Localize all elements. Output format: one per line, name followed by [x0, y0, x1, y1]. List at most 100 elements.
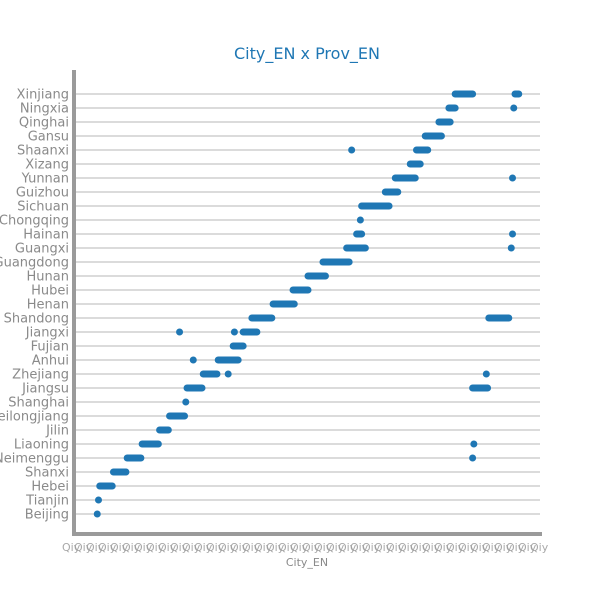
y-tick-label-jilin: Jilin: [45, 424, 69, 439]
point-anhui: [189, 356, 197, 364]
point-zhejiang: [199, 370, 221, 378]
point-hubei: [289, 286, 312, 294]
point-sichuan: [358, 202, 393, 210]
y-tick-label-shaanxi: Shaanxi: [17, 144, 69, 159]
x-tick-label: Qiy: [170, 541, 189, 554]
point-beijing: [93, 510, 101, 518]
y-tick-label-chongqing: Chongqing: [0, 214, 69, 229]
point-yunnan: [391, 174, 419, 182]
x-tick-label: Qiy: [266, 541, 285, 554]
point-zhejiang: [224, 370, 232, 378]
y-tick-label-heilongjiang: Heilongjiang: [0, 410, 69, 425]
point-zhejiang: [482, 370, 490, 378]
point-hebei: [96, 482, 116, 490]
point-guizhou: [381, 188, 402, 196]
point-tianjin: [94, 496, 102, 504]
x-tick-label: Qiy: [494, 541, 513, 554]
y-tick-label-anhui: Anhui: [32, 354, 69, 369]
point-heilongjiang: [166, 412, 189, 420]
point-jiangxi: [230, 328, 238, 336]
point-shandong: [485, 314, 513, 322]
x-tick-label: Qiy: [458, 541, 477, 554]
x-tick-label: Qiy: [146, 541, 165, 554]
x-tick-label: Qiy: [134, 541, 153, 554]
x-tick-label: Qiy: [194, 541, 213, 554]
x-tick-label: Qiy: [158, 541, 177, 554]
x-tick-label: Qiy: [530, 541, 549, 554]
x-tick-label: Qiy: [446, 541, 465, 554]
y-tick-labels: BeijingTianjinHebeiShanxiNeimengguLiaoni…: [0, 88, 69, 523]
y-tick-label-jiangxi: Jiangxi: [25, 326, 69, 341]
y-tick-label-neimenggu: Neimenggu: [0, 452, 69, 467]
point-jiangxi: [176, 328, 184, 336]
point-ningxia: [510, 104, 518, 112]
x-tick-label: Qiy: [338, 541, 357, 554]
x-tick-label: Qiy: [482, 541, 501, 554]
x-tick-label: Qiy: [422, 541, 441, 554]
point-guangdong: [319, 258, 353, 266]
x-tick-label: Qiy: [350, 541, 369, 554]
x-tick-label: Qiy: [98, 541, 117, 554]
point-liaoning: [470, 440, 478, 448]
y-tick-label-hunan: Hunan: [27, 270, 69, 285]
y-tick-label-hubei: Hubei: [31, 284, 69, 299]
x-tick-label: Qiy: [254, 541, 273, 554]
point-shanxi: [109, 468, 130, 476]
x-tick-label: Qiy: [386, 541, 405, 554]
x-tick-label: Qiy: [434, 541, 453, 554]
y-tick-label-shanghai: Shanghai: [8, 396, 69, 411]
x-axis-label: City_EN: [286, 556, 328, 569]
x-tick-label: Qiy: [410, 541, 429, 554]
y-tick-label-hainan: Hainan: [23, 228, 69, 243]
y-tick-label-ningxia: Ningxia: [20, 102, 69, 117]
y-tick-label-henan: Henan: [27, 298, 69, 313]
x-tick-label: Qiy: [326, 541, 345, 554]
point-hainan: [509, 230, 517, 238]
point-yunnan: [509, 174, 517, 182]
y-tick-label-xinjiang: Xinjiang: [17, 88, 69, 103]
x-tick-label: Qiy: [218, 541, 237, 554]
y-tick-label-jiangsu: Jiangsu: [21, 382, 69, 397]
y-tick-label-gansu: Gansu: [28, 130, 69, 145]
y-tick-label-xizang: Xizang: [25, 158, 69, 173]
x-tick-label: Qiy: [302, 541, 321, 554]
point-jiangsu: [183, 384, 206, 392]
x-tick-label: Qiy: [506, 541, 525, 554]
x-tick-label: Qiy: [518, 541, 537, 554]
x-tick-label: Qiy: [230, 541, 249, 554]
x-tick-label: Qiy: [122, 541, 141, 554]
y-tick-label-zhejiang: Zhejiang: [12, 368, 69, 383]
point-xizang: [406, 160, 424, 168]
gridlines: [76, 93, 540, 515]
chart-title: City_EN x Prov_EN: [234, 44, 380, 64]
y-tick-label-tianjin: Tianjin: [25, 494, 69, 509]
point-hunan: [304, 272, 329, 280]
x-tick-label: Qiy: [242, 541, 261, 554]
point-jiangxi: [239, 328, 261, 336]
y-tick-label-liaoning: Liaoning: [14, 438, 69, 453]
y-tick-label-fujian: Fujian: [31, 340, 69, 355]
x-tick-label: Qiy: [206, 541, 225, 554]
point-liaoning: [138, 440, 162, 448]
y-tick-label-guangdong: Guangdong: [0, 256, 69, 271]
x-tick-label: Qiy: [374, 541, 393, 554]
point-qinghai: [435, 118, 454, 126]
y-tick-label-guangxi: Guangxi: [15, 242, 69, 257]
point-shandong: [248, 314, 276, 322]
y-tick-label-shanxi: Shanxi: [25, 466, 69, 481]
y-tick-label-guizhou: Guizhou: [16, 186, 69, 201]
point-hainan: [353, 230, 366, 238]
point-anhui: [214, 356, 242, 364]
x-tick-label: Qiy: [86, 541, 105, 554]
x-tick-label: Qiy: [62, 541, 81, 554]
x-tick-label: Qiy: [314, 541, 333, 554]
x-tick-label: Qiy: [290, 541, 309, 554]
y-tick-label-qinghai: Qinghai: [19, 116, 69, 131]
y-tick-label-yunnan: Yunnan: [21, 172, 69, 187]
point-chongqing: [356, 216, 364, 224]
x-tick-label: Qiy: [470, 541, 489, 554]
y-tick-label-sichuan: Sichuan: [17, 200, 69, 215]
x-tick-labels: QiyQiyQiyQiyQiyQiyQiyQiyQiyQiyQiyQiyQiyQ…: [62, 541, 549, 554]
point-henan: [269, 300, 298, 308]
point-shaanxi: [348, 146, 356, 154]
